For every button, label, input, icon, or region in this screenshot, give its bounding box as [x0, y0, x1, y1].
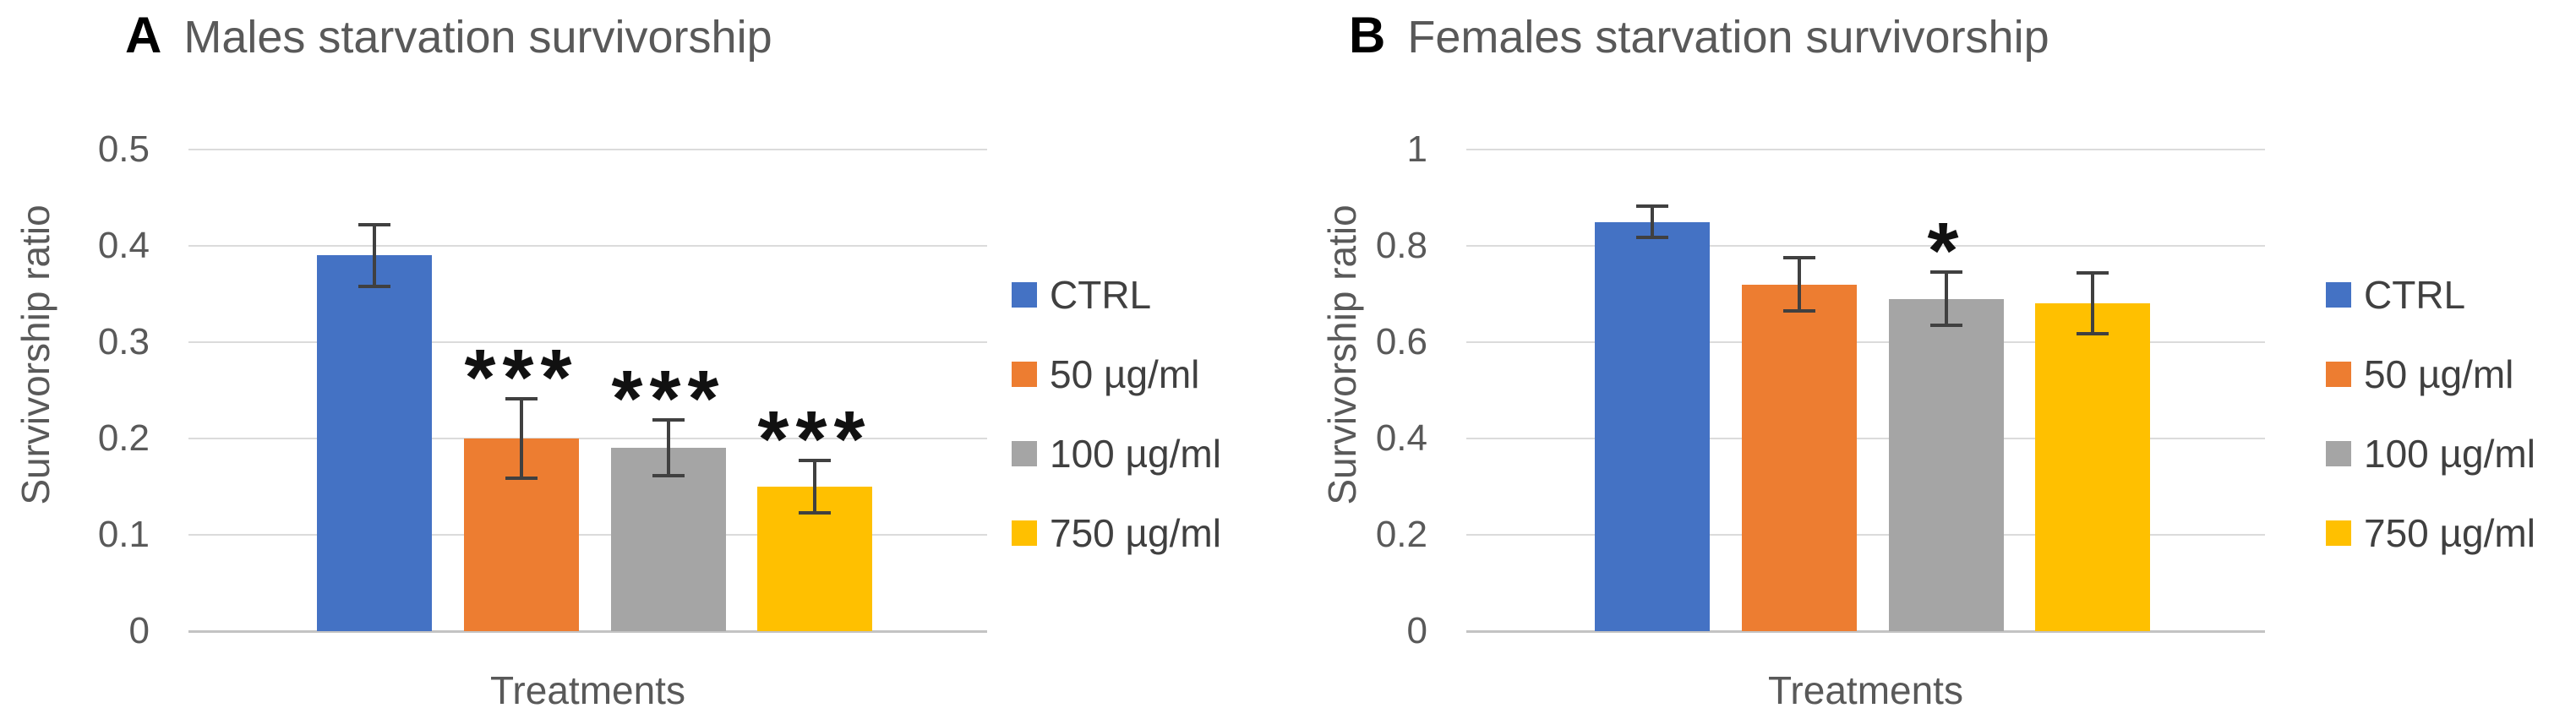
y-tick-label: 0.2 — [1375, 514, 1427, 555]
plot-area: *** *** *** — [188, 149, 987, 633]
error-bar-cap-top — [1783, 256, 1815, 260]
gridline — [188, 438, 987, 439]
error-bar — [1651, 205, 1654, 238]
error-bar-cap-top — [2077, 271, 2109, 275]
legend-label: 50 µg/ml — [1050, 352, 1200, 396]
legend-swatch — [1012, 441, 1037, 466]
legend-label: 50 µg/ml — [2364, 352, 2514, 396]
y-tick-label: 0.4 — [97, 225, 150, 266]
error-bar-cap-top — [505, 397, 538, 401]
bar-ctrl — [1595, 221, 1710, 631]
bar-100-g-ml — [611, 448, 726, 631]
error-bar-cap-top — [1930, 270, 1962, 275]
panel-letter: A — [125, 7, 162, 63]
legend-label: 750 µg/ml — [2364, 511, 2535, 555]
error-bar-cap-bottom — [1783, 308, 1815, 313]
significance-marker: *** — [611, 354, 726, 444]
legend-item: CTRL — [1012, 275, 1151, 314]
error-bar-cap-bottom — [799, 510, 831, 515]
y-tick-label: 0.1 — [97, 514, 150, 555]
y-tick-label: 0.5 — [97, 128, 150, 170]
legend-label: 100 µg/ml — [1050, 432, 1221, 476]
legend-item: 50 µg/ml — [2326, 355, 2513, 394]
error-bar — [1945, 272, 1948, 326]
error-bar — [667, 420, 670, 477]
legend-item: 50 µg/ml — [1012, 355, 1199, 394]
bar-ctrl — [317, 255, 432, 631]
error-bar-cap-top — [1636, 204, 1668, 208]
legend-label: CTRL — [1050, 273, 1152, 317]
significance-marker: * — [1927, 206, 1966, 297]
legend-swatch — [2326, 282, 2351, 308]
x-axis-line — [188, 630, 987, 633]
panel-males-chart: A Males starvation survivorship Survivor… — [0, 0, 1221, 719]
y-tick-label: 0.8 — [1375, 225, 1427, 266]
y-tick-label: 0 — [1406, 610, 1427, 651]
error-bar-cap-bottom — [652, 474, 685, 478]
legend-item: 100 µg/ml — [1012, 434, 1221, 473]
y-tick-label: 0.4 — [1375, 417, 1427, 459]
gridline — [1466, 438, 2265, 439]
y-axis-ticks: 1 0.8 0.6 0.4 0.2 0 — [1318, 0, 1427, 719]
gridline — [1466, 534, 2265, 536]
gridline — [1466, 245, 2265, 247]
error-bar — [1798, 258, 1801, 311]
y-tick-label: 1 — [1406, 128, 1427, 170]
legend-label: 100 µg/ml — [2364, 432, 2535, 476]
legend-label: CTRL — [2364, 273, 2466, 317]
significance-marker: *** — [464, 333, 579, 423]
legend-swatch — [1012, 520, 1037, 546]
plot-area: * — [1466, 149, 2265, 633]
y-tick-label: 0.6 — [1375, 321, 1427, 362]
error-bar-cap-top — [358, 222, 390, 226]
panel-b-header: B Females starvation survivorship — [1349, 10, 2049, 63]
legend-swatch — [1012, 362, 1037, 387]
error-bar-cap-bottom — [1636, 236, 1668, 240]
y-axis-ticks: 0.5 0.4 0.3 0.2 0.1 0 — [0, 0, 150, 719]
bar-100-g-ml — [1889, 298, 2004, 631]
panel-females-chart: B Females starvation survivorship Surviv… — [1318, 0, 2576, 719]
y-tick-label: 0.2 — [97, 417, 150, 459]
error-bar — [520, 399, 523, 478]
gridline — [188, 534, 987, 536]
chart-title: Males starvation survivorship — [183, 12, 772, 63]
legend-swatch — [2326, 520, 2351, 546]
error-bar-cap-bottom — [2077, 332, 2109, 336]
gridline — [188, 149, 987, 150]
legend-swatch — [2326, 441, 2351, 466]
panel-letter: B — [1349, 7, 1386, 63]
error-bar-cap-bottom — [505, 476, 538, 480]
x-axis-line — [1466, 630, 2265, 633]
chart-title: Females starvation survivorship — [1407, 12, 2049, 63]
error-bar — [2091, 273, 2094, 335]
x-axis-label: Treatments — [1768, 668, 1963, 712]
bar-50-g-ml — [1742, 284, 1857, 631]
bar-750-g-ml — [2035, 303, 2150, 631]
error-bar-cap-bottom — [358, 284, 390, 288]
error-bar — [373, 224, 376, 286]
legend-item: CTRL — [2326, 275, 2465, 314]
error-bar-cap-top — [652, 418, 685, 422]
y-tick-label: 0 — [128, 610, 150, 651]
gridline — [1466, 149, 2265, 150]
x-axis-label: Treatments — [490, 668, 685, 712]
error-bar — [813, 460, 816, 513]
error-bar-cap-top — [799, 459, 831, 463]
significance-marker: *** — [757, 395, 872, 485]
legend-item: 100 µg/ml — [2326, 434, 2535, 473]
panel-a-header: A Males starvation survivorship — [125, 10, 772, 63]
legend-swatch — [2326, 362, 2351, 387]
y-tick-label: 0.3 — [97, 321, 150, 362]
legend-label: 750 µg/ml — [1050, 511, 1221, 555]
legend-swatch — [1012, 282, 1037, 308]
legend-item: 750 µg/ml — [1012, 514, 1221, 553]
gridline — [1466, 341, 2265, 343]
error-bar-cap-bottom — [1930, 324, 1962, 328]
gridline — [188, 341, 987, 343]
gridline — [188, 245, 987, 247]
legend-item: 750 µg/ml — [2326, 514, 2535, 553]
